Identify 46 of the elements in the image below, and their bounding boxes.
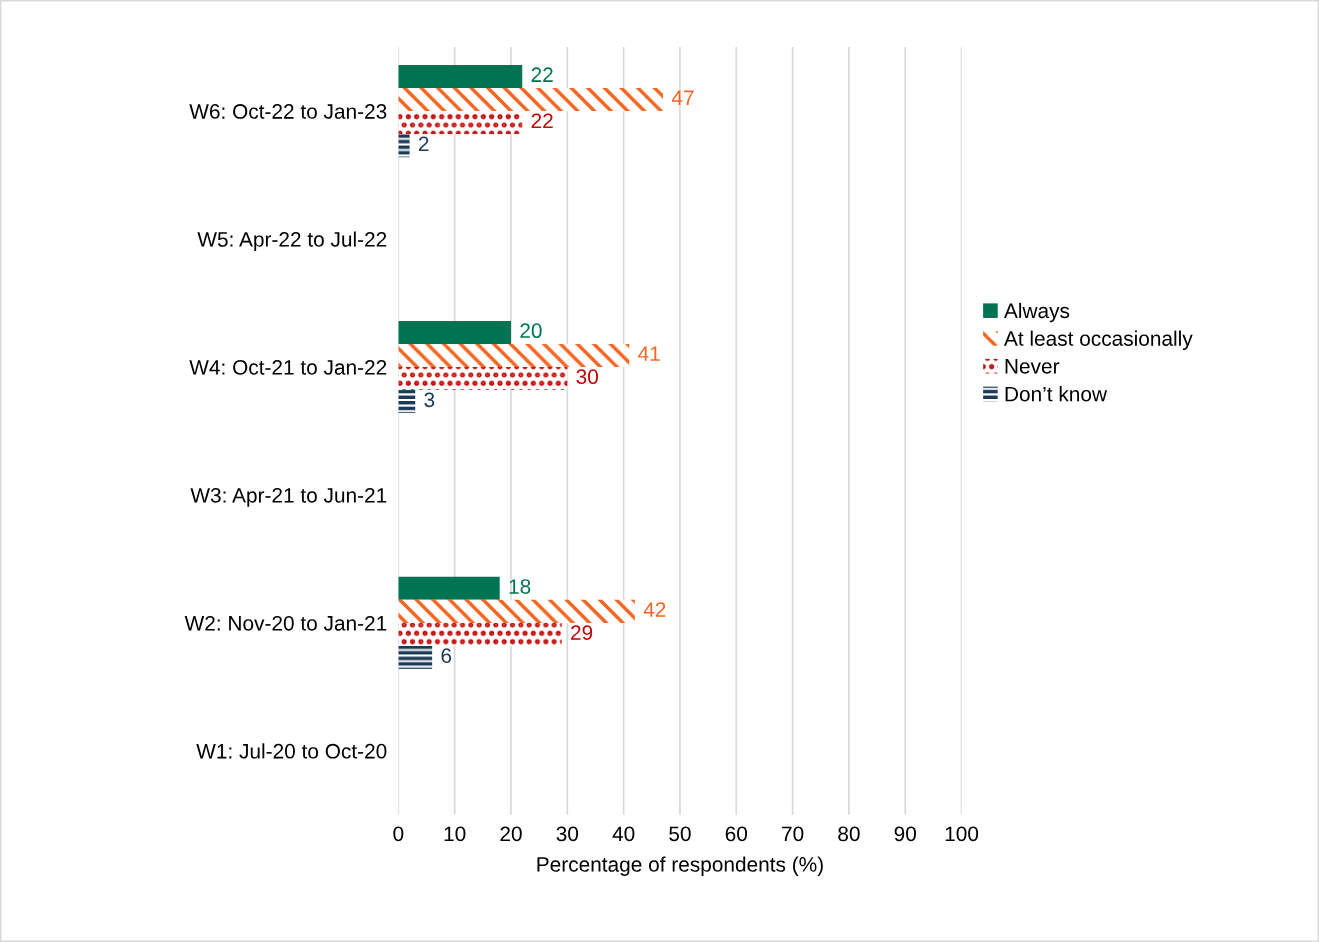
x-tick-label: 10 — [444, 826, 466, 842]
y-tick-label: W1: Jul-20 to Oct-20 — [196, 743, 387, 759]
data-label: 47 — [671, 90, 694, 105]
legend-label: Always — [1003, 302, 1070, 323]
y-tick-label: W6: Oct-22 to Jan-23 — [189, 104, 387, 119]
x-tick-label: 30 — [556, 826, 579, 842]
bar — [398, 576, 500, 600]
y-tick-label: W4: Oct-21 to Jan-22 — [189, 359, 387, 375]
x-axis-title: Percentage of respondents (%) — [537, 856, 823, 876]
bar — [398, 111, 523, 135]
legend-label: Don’t know — [1005, 386, 1108, 402]
data-label: 20 — [520, 323, 542, 339]
bar — [398, 88, 664, 112]
bar — [398, 320, 511, 344]
bar — [398, 366, 568, 391]
data-label: 29 — [571, 625, 593, 641]
bar — [398, 65, 523, 89]
x-tick-label: 70 — [782, 826, 804, 842]
y-tick-label: W2: Nov-20 to Jan-21 — [184, 615, 387, 631]
bar — [398, 599, 635, 623]
y-tick-label: W3: Apr-21 to Jun-21 — [190, 487, 387, 507]
x-tick-label: 50 — [669, 826, 691, 842]
data-label: 3 — [424, 392, 435, 408]
x-tick-label: 0 — [393, 826, 404, 842]
data-label: 2 — [418, 136, 429, 152]
data-label: 42 — [643, 602, 666, 617]
bar — [398, 343, 630, 367]
x-tick-label: 60 — [725, 826, 748, 842]
bar — [398, 134, 410, 158]
x-tick-label: 80 — [838, 826, 860, 842]
bar — [398, 645, 433, 669]
legend-label: At least occasionally — [1003, 330, 1193, 351]
legend-label: Never — [1005, 359, 1060, 374]
data-label: 18 — [509, 579, 531, 594]
x-tick-label: 20 — [500, 826, 522, 842]
x-tick-label: 90 — [894, 826, 916, 842]
y-tick-label: W5: Apr-22 to Jul-22 — [197, 231, 387, 251]
x-tick-label: 100 — [945, 826, 979, 842]
x-tick-label: 40 — [612, 826, 635, 842]
data-label: 22 — [531, 113, 553, 128]
data-label: 6 — [441, 648, 452, 664]
bar — [398, 622, 562, 646]
data-label: 22 — [531, 67, 553, 82]
data-label: 41 — [638, 346, 660, 361]
data-label: 30 — [576, 369, 598, 385]
bar — [398, 390, 416, 414]
